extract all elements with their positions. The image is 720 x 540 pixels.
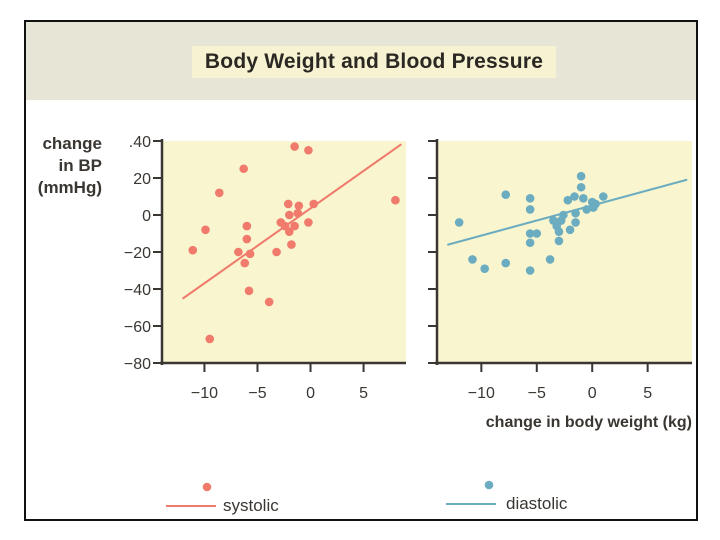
diastolic-point [532, 229, 542, 238]
systolic-point [240, 258, 250, 268]
diastolic-point [554, 236, 564, 246]
systolic-point [242, 234, 252, 244]
systolic-x-tick-label: 5 [359, 385, 368, 402]
systolic-y-tick-label: −60 [124, 319, 151, 336]
systolic-point [244, 286, 254, 296]
systolic-x-tick-label: 0 [306, 385, 315, 402]
legend-diastolic-marker [484, 480, 494, 490]
diastolic-point [525, 205, 535, 214]
diastolic-point [571, 208, 580, 218]
systolic-point [294, 201, 304, 211]
systolic-y-tick-label: 20 [133, 171, 151, 188]
diastolic-point [599, 192, 608, 201]
diastolic-point [525, 266, 535, 275]
systolic-point [239, 164, 248, 174]
diastolic-point [454, 218, 464, 227]
diastolic-point [589, 203, 598, 212]
systolic-point [287, 240, 296, 249]
systolic-y-tick-label: .40 [129, 134, 151, 151]
systolic-point [283, 199, 293, 209]
figure-frame: Body Weight and Blood Pressure .40 20 0 −20… [24, 20, 698, 521]
diastolic-point [582, 205, 591, 214]
diastolic-x-tick-label: 0 [588, 385, 597, 402]
systolic-point [304, 218, 313, 227]
chart-canvas: .40 20 0 −20 −40 −60 −80 −10 −5 0 5 change in BP (mmH… [38, 134, 692, 515]
diastolic-point [579, 194, 588, 203]
diastolic-point [525, 229, 535, 238]
diastolic-x-tick-label: −10 [468, 385, 495, 402]
systolic-point [309, 199, 319, 209]
diastolic-point [545, 255, 555, 264]
diastolic-point [563, 195, 573, 205]
diastolic-trend-line [447, 178, 688, 246]
systolic-point [285, 210, 294, 220]
diastolic-point [501, 258, 511, 268]
diastolic-x-tick-label: −5 [528, 385, 546, 402]
diastolic-plot-area [437, 141, 692, 363]
y-axis-label-line: in BP [59, 156, 102, 175]
diastolic-point [501, 190, 511, 199]
systolic-x-tick-label: −10 [191, 385, 218, 402]
y-axis-label-line: change [42, 134, 102, 153]
systolic-point [245, 249, 255, 259]
systolic-x-tick-label: −5 [248, 385, 266, 402]
legend-diastolic-label: diastolic [506, 494, 568, 513]
diastolic-point [480, 264, 489, 273]
systolic-y-tick-label: −80 [124, 356, 151, 373]
systolic-point [304, 145, 313, 155]
systolic-point [391, 195, 400, 205]
diastolic-point [565, 225, 575, 235]
systolic-point [280, 221, 290, 231]
diastolic-point [525, 238, 535, 248]
systolic-trend-line [182, 143, 402, 300]
diastolic-point [468, 255, 477, 264]
diastolic-point [576, 171, 586, 181]
systolic-plot-area [162, 141, 406, 363]
systolic-point [201, 225, 210, 235]
systolic-point [242, 221, 252, 231]
diastolic-point [554, 227, 564, 236]
systolic-point [188, 245, 198, 255]
systolic-point [234, 247, 243, 257]
diastolic-point [571, 218, 580, 227]
diastolic-point [576, 182, 586, 192]
systolic-point [290, 221, 299, 231]
systolic-point [293, 208, 303, 218]
diastolic-x-tick-label: 5 [643, 385, 652, 402]
chart-title: Body Weight and Blood Pressure [192, 46, 556, 78]
legend-systolic-marker [202, 482, 212, 492]
systolic-point [290, 142, 299, 151]
legend-systolic-label: systolic [223, 496, 279, 515]
y-axis-label-line: (mmHg) [38, 178, 102, 197]
systolic-point [214, 188, 224, 198]
systolic-y-tick-label: −40 [124, 282, 151, 299]
x-axis-label: change in body weight (kg) [486, 414, 692, 431]
diastolic-point [570, 192, 579, 201]
systolic-point [264, 297, 274, 307]
diastolic-point [525, 194, 535, 203]
systolic-point [205, 334, 215, 344]
header-band: Body Weight and Blood Pressure [26, 22, 696, 100]
systolic-point [272, 247, 281, 257]
systolic-y-tick-label: 0 [142, 208, 151, 225]
systolic-y-tick-label: −20 [124, 245, 151, 262]
